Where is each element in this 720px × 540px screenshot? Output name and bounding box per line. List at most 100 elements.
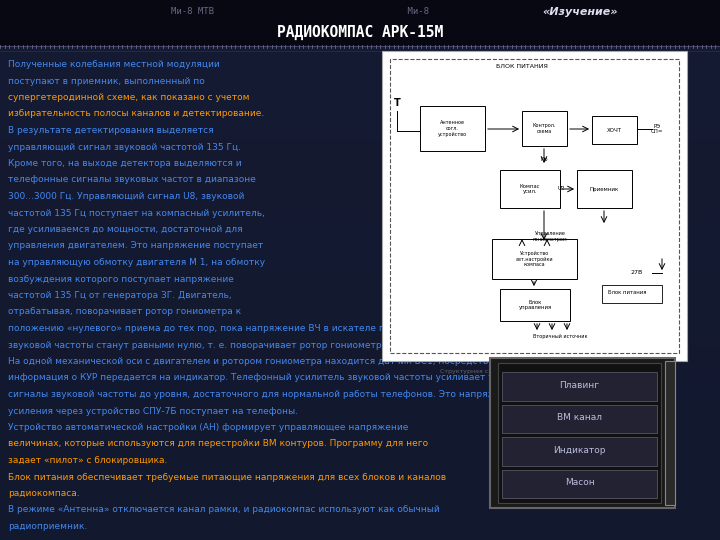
- Bar: [0, 183, 720, 184]
- Text: T: T: [394, 98, 400, 108]
- Text: БЛОК ПИТАНИЯ: БЛОК ПИТАНИЯ: [496, 64, 548, 69]
- Text: Пр: Пр: [540, 157, 548, 161]
- Bar: [0, 487, 720, 488]
- Text: Ми-8 МТВ                                    Ми-8: Ми-8 МТВ Ми-8: [171, 8, 429, 17]
- Bar: [0, 375, 720, 376]
- Bar: [0, 495, 720, 496]
- Bar: [0, 441, 720, 442]
- Bar: [0, 462, 720, 463]
- Bar: [0, 370, 720, 371]
- Bar: [382, 51, 687, 361]
- Bar: [0, 294, 720, 295]
- Bar: [0, 471, 720, 472]
- Bar: [0, 167, 720, 168]
- Bar: [0, 136, 720, 137]
- Bar: [0, 77, 720, 78]
- Bar: [0, 143, 720, 144]
- Bar: [0, 220, 720, 221]
- Bar: [0, 331, 720, 332]
- Bar: [0, 267, 720, 268]
- Bar: [0, 64, 720, 65]
- Bar: [0, 266, 720, 267]
- Bar: [0, 128, 720, 129]
- Bar: [0, 58, 720, 59]
- Text: на управляющую обмотку двигателя М 1, на обмотку: на управляющую обмотку двигателя М 1, на…: [8, 258, 265, 267]
- Bar: [0, 357, 720, 358]
- Bar: [0, 249, 720, 250]
- Bar: [0, 364, 720, 365]
- Bar: [0, 238, 720, 239]
- Bar: [0, 74, 720, 75]
- Bar: [0, 470, 720, 471]
- Bar: [0, 275, 720, 276]
- Bar: [0, 412, 720, 413]
- Bar: [0, 243, 720, 244]
- Bar: [0, 305, 720, 306]
- Bar: [0, 126, 720, 127]
- Text: радиокомпаса.: радиокомпаса.: [8, 489, 80, 498]
- Bar: [0, 253, 720, 254]
- Bar: [0, 62, 720, 63]
- Bar: [0, 204, 720, 205]
- Bar: [0, 186, 720, 187]
- Bar: [0, 91, 720, 92]
- Bar: [0, 493, 720, 494]
- Bar: [0, 478, 720, 479]
- Bar: [0, 55, 720, 56]
- Bar: [602, 285, 662, 303]
- Bar: [492, 239, 577, 279]
- Bar: [0, 164, 720, 165]
- Bar: [0, 56, 720, 57]
- Bar: [0, 417, 720, 418]
- Bar: [0, 245, 720, 246]
- Bar: [0, 362, 720, 363]
- Text: Антенное
согл.
устройство: Антенное согл. устройство: [438, 120, 467, 137]
- Bar: [0, 342, 720, 343]
- Bar: [0, 317, 720, 318]
- Bar: [0, 283, 720, 284]
- Bar: [0, 408, 720, 409]
- Bar: [0, 351, 720, 352]
- Bar: [0, 270, 720, 271]
- Bar: [0, 483, 720, 484]
- Bar: [0, 468, 720, 469]
- Bar: [0, 424, 720, 425]
- Bar: [0, 365, 720, 366]
- Bar: [0, 273, 720, 274]
- Bar: [0, 113, 720, 114]
- Bar: [0, 223, 720, 224]
- Bar: [0, 192, 720, 193]
- Text: ВМ канал: ВМ канал: [557, 413, 602, 422]
- Bar: [0, 168, 720, 169]
- Bar: [0, 185, 720, 186]
- Bar: [0, 420, 720, 421]
- Bar: [0, 163, 720, 164]
- Bar: [0, 530, 720, 531]
- Bar: [0, 345, 720, 346]
- Bar: [0, 349, 720, 350]
- Bar: [0, 161, 720, 162]
- Bar: [0, 396, 720, 397]
- Bar: [0, 60, 720, 61]
- Bar: [0, 242, 720, 243]
- Bar: [0, 433, 720, 434]
- Bar: [0, 429, 720, 430]
- Bar: [0, 391, 720, 392]
- Bar: [0, 72, 720, 73]
- Bar: [0, 329, 720, 330]
- Bar: [0, 181, 720, 182]
- Bar: [0, 177, 720, 178]
- Text: 27В: 27В: [631, 271, 643, 275]
- Bar: [0, 323, 720, 324]
- Bar: [0, 291, 720, 292]
- Bar: [498, 363, 661, 503]
- Bar: [0, 117, 720, 118]
- Bar: [0, 180, 720, 181]
- Bar: [0, 102, 720, 103]
- Bar: [0, 354, 720, 355]
- Text: «Изучение»: «Изучение»: [542, 7, 618, 17]
- Bar: [0, 80, 720, 81]
- Bar: [0, 332, 720, 333]
- Bar: [0, 526, 720, 527]
- Bar: [0, 539, 720, 540]
